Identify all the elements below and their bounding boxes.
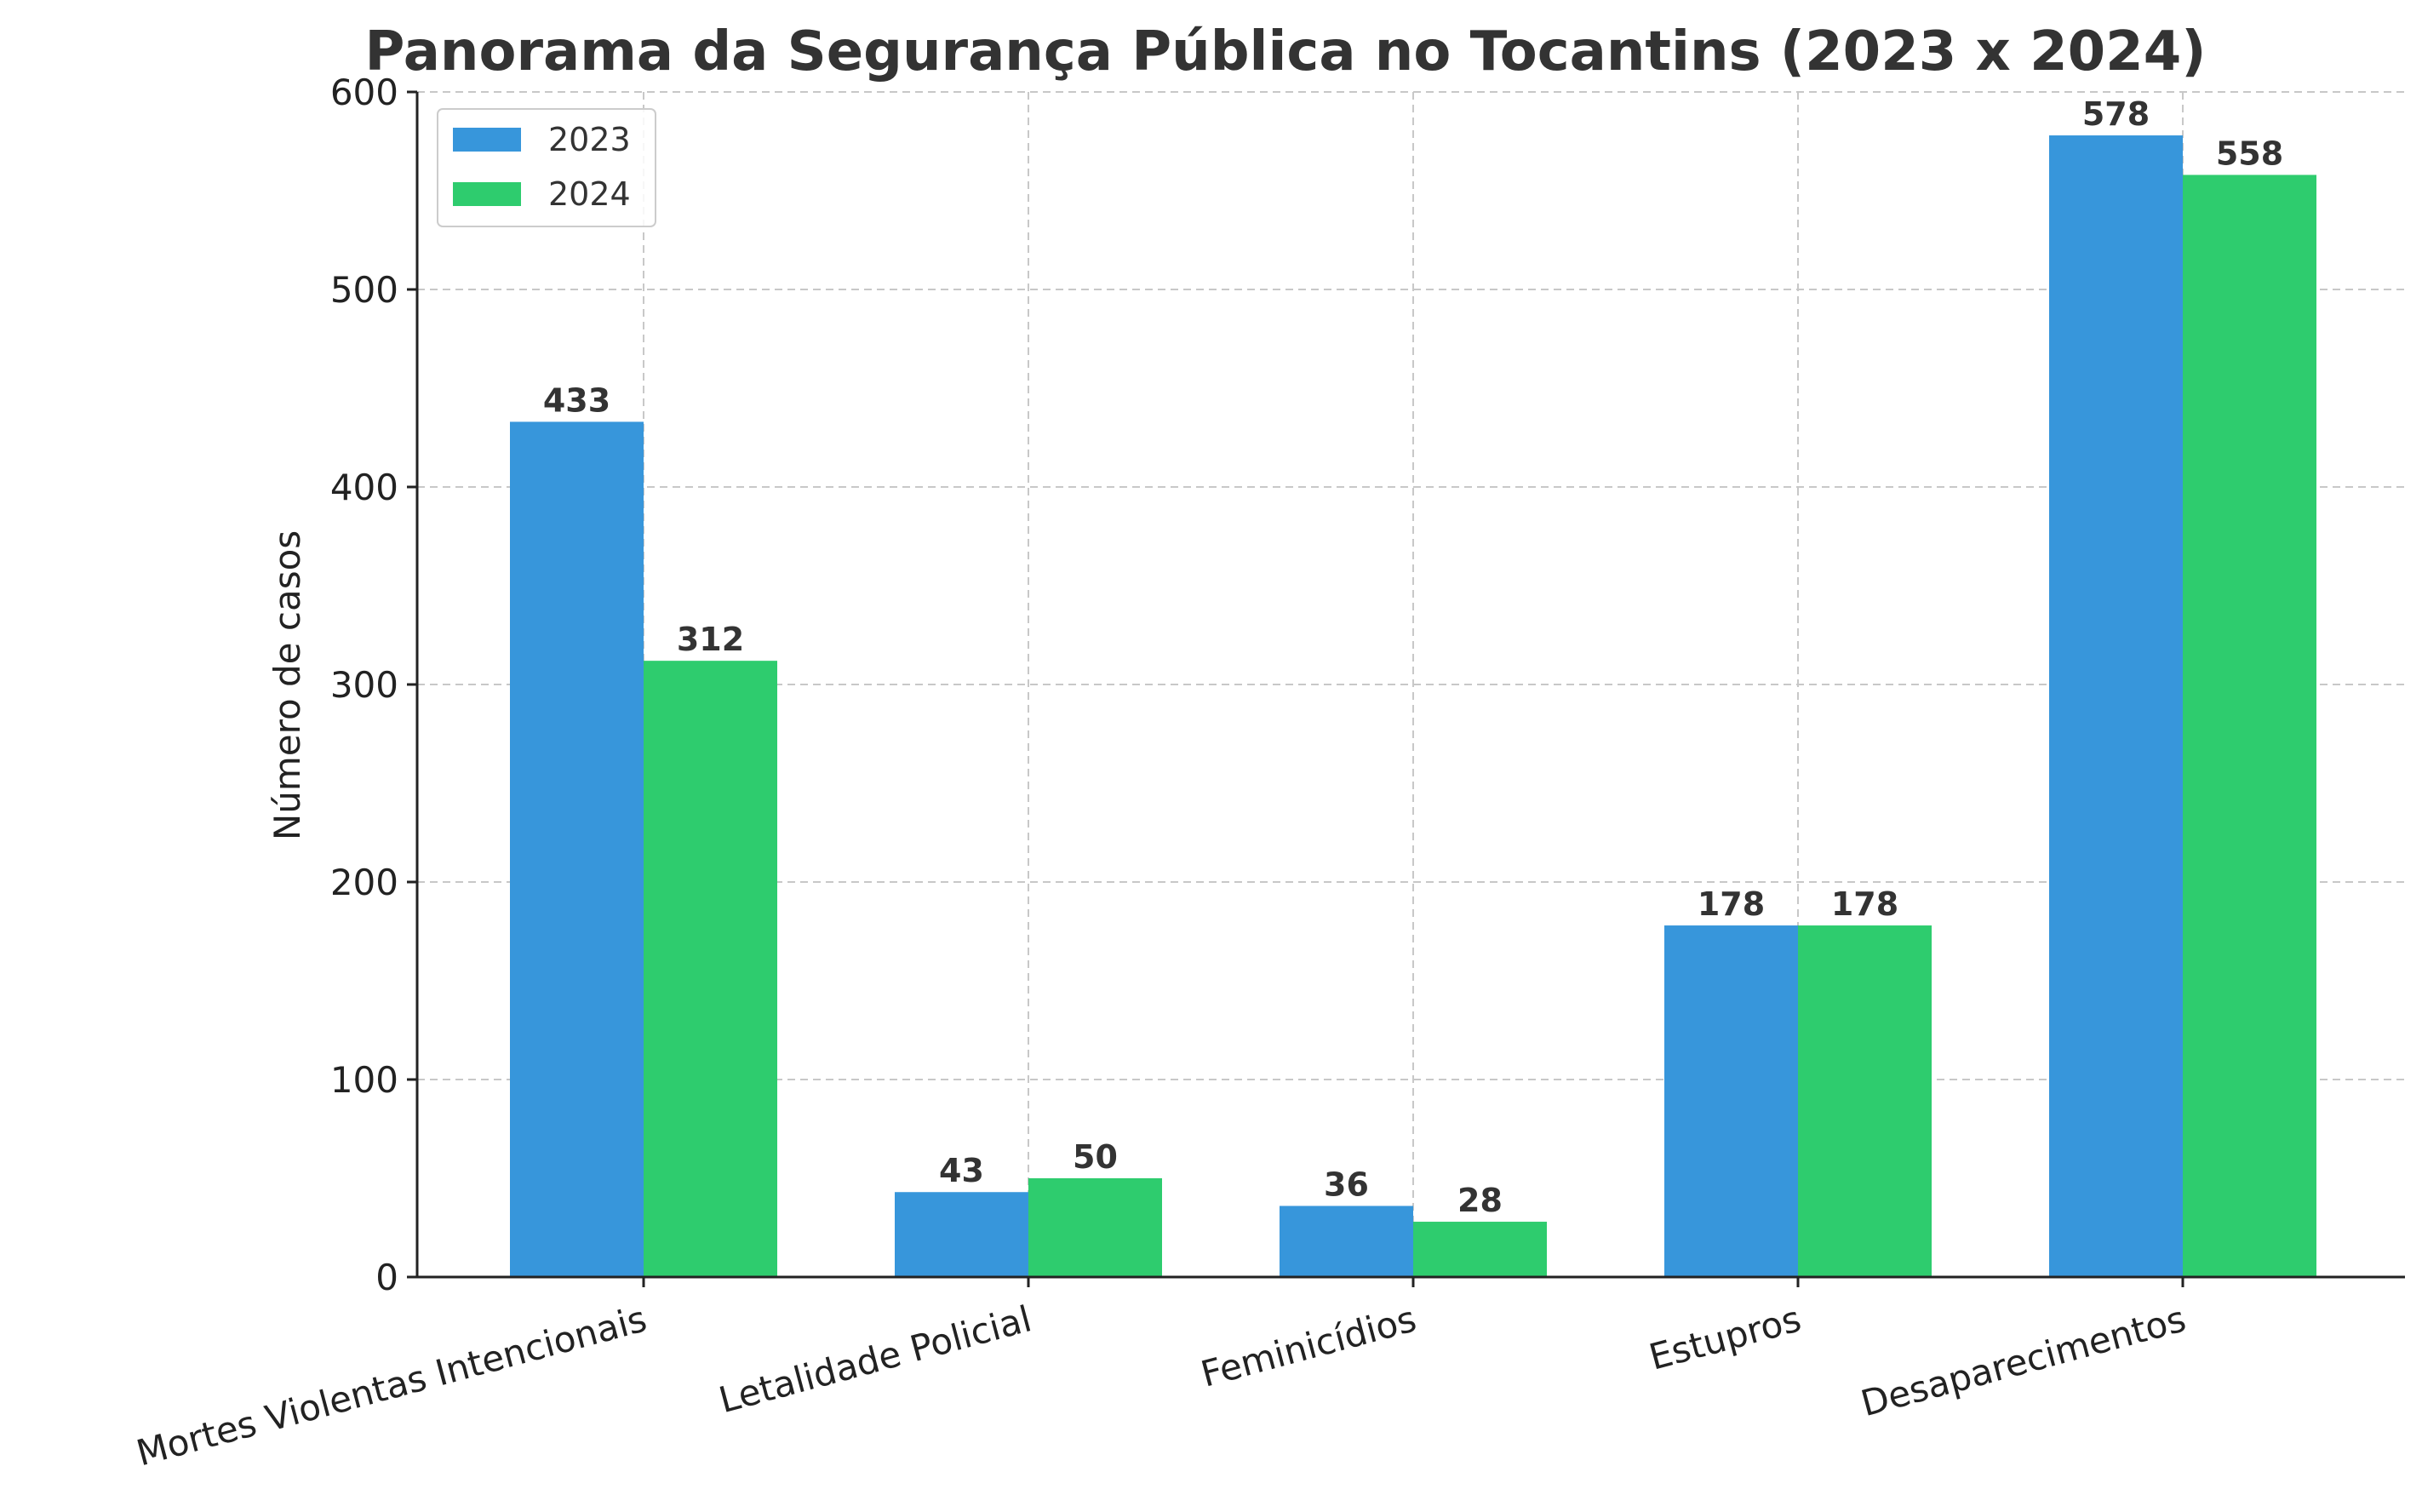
value-label: 433 [543, 381, 610, 419]
bar-2023-4 [2049, 135, 2183, 1277]
y-axis-label: Número de casos [266, 530, 308, 840]
value-label: 28 [1457, 1182, 1503, 1219]
y-tick-label: 0 [375, 1257, 398, 1298]
x-tick-label: Letalidade Policial [714, 1297, 1035, 1421]
value-label: 178 [1698, 885, 1765, 923]
bar-2023-2 [1280, 1206, 1413, 1277]
value-label: 558 [2216, 135, 2283, 172]
bar-2024-2 [1413, 1222, 1547, 1277]
legend: 2023 2024 [437, 108, 656, 227]
legend-swatch [453, 128, 521, 152]
value-labels: 433 43 36 178 578 312 50 28 178 558 [543, 95, 2283, 1219]
value-label: 178 [1831, 885, 1898, 923]
y-tick-label: 600 [330, 72, 398, 113]
x-tick-label: Desaparecimentos [1857, 1297, 2190, 1424]
y-tick-label: 200 [330, 862, 398, 903]
y-tick-label: 500 [330, 269, 398, 311]
y-tick-label: 400 [330, 467, 398, 508]
bar-2024-3 [1798, 925, 1932, 1277]
x-tick-label: Estupros [1645, 1297, 1806, 1377]
y-tick-label: 100 [330, 1059, 398, 1101]
value-label: 36 [1324, 1166, 1369, 1203]
legend-swatch [453, 182, 521, 206]
value-label: 312 [677, 621, 744, 658]
x-ticks: Mortes Violentas Intencionais Letalidade … [132, 1277, 2190, 1475]
bar-2023-3 [1664, 925, 1798, 1277]
y-tick-label: 300 [330, 664, 398, 706]
bar-2024-1 [1028, 1178, 1162, 1277]
chart-title: Panorama da Segurança Pública no Tocanti… [365, 20, 2207, 83]
x-tick-label: Feminicídios [1196, 1297, 1420, 1395]
x-tick-label: Mortes Violentas Intencionais [132, 1297, 650, 1474]
bars [510, 135, 2316, 1278]
legend-label: 2024 [548, 175, 631, 213]
value-label: 43 [939, 1152, 984, 1189]
y-ticks: 0 100 200 300 400 500 600 [330, 72, 417, 1298]
bar-2024-0 [644, 661, 777, 1277]
legend-label: 2023 [548, 121, 631, 158]
value-label: 50 [1073, 1138, 1118, 1176]
bar-2023-0 [510, 421, 644, 1277]
value-label: 578 [2082, 95, 2150, 133]
bar-2024-4 [2183, 175, 2316, 1278]
bar-2023-1 [895, 1192, 1028, 1277]
